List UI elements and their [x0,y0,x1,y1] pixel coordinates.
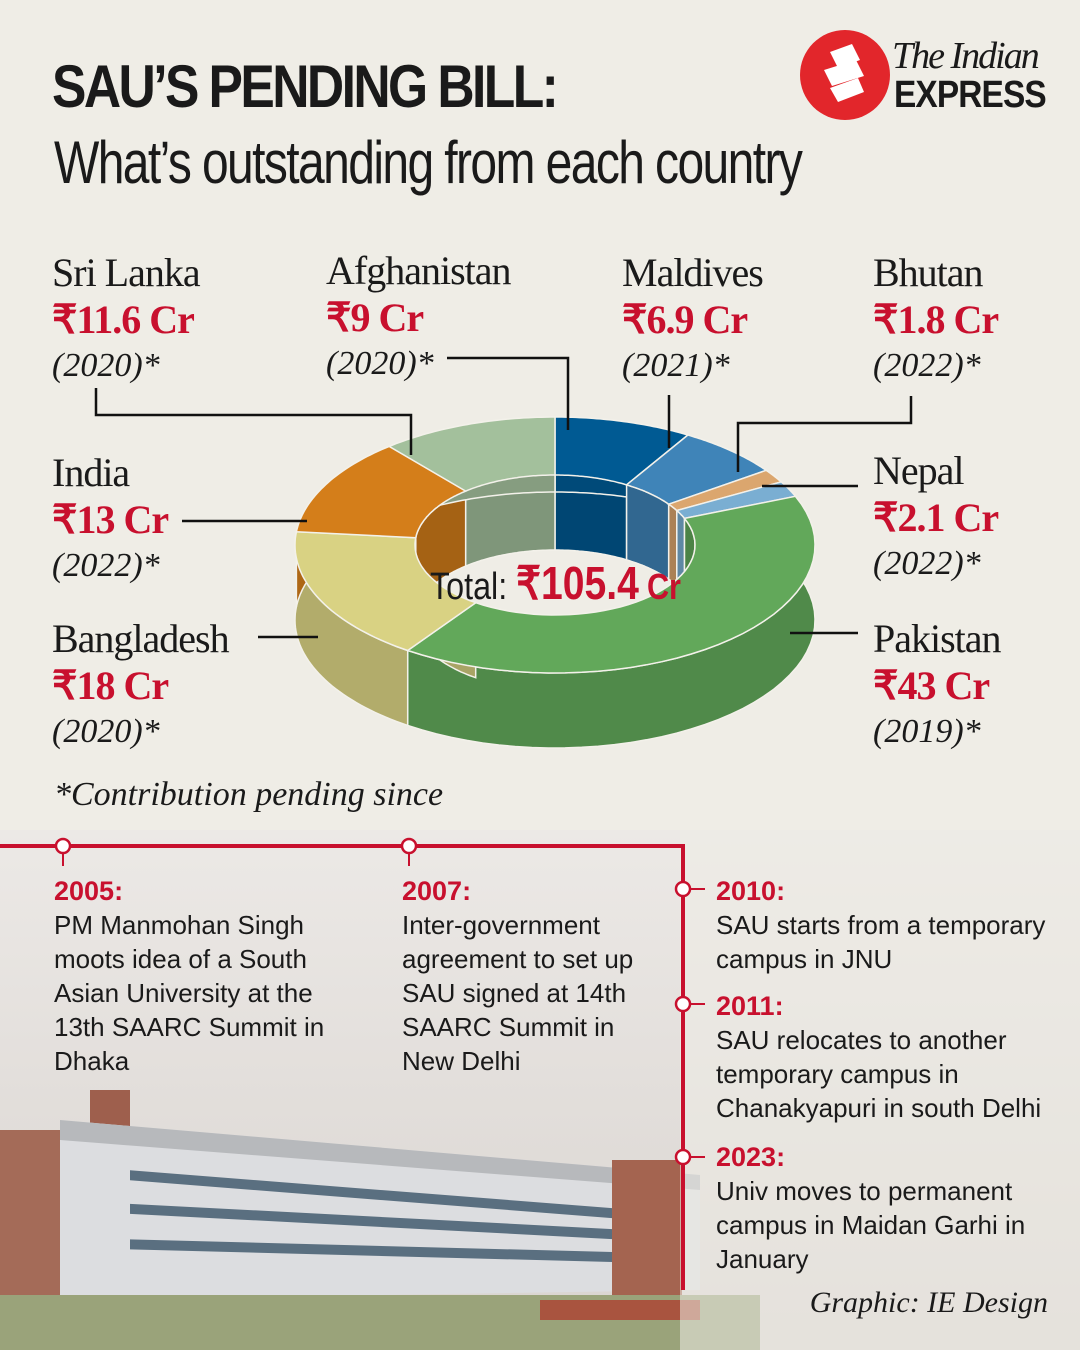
footnote: *Contribution pending since [54,776,444,813]
logo-mark-icon [800,30,890,120]
timeline-item-2010: 2010: SAU starts from a temporary campus … [716,876,1046,974]
title-line-2: What’s outstanding from each country [54,129,803,196]
label-nepal: Nepal ₹2.1 Cr (2022)* [873,448,999,582]
logo-text-top: The Indian [892,35,1040,77]
label-india: India ₹13 Cr (2022)* [52,450,169,584]
timeline-item-2005: 2005: PM Manmohan Singh moots idea of a S… [54,876,325,1076]
leader-sri-lanka [94,388,413,455]
indian-express-logo: The Indian EXPRESS [800,30,1060,120]
donut-slice-sri-lanka [387,416,556,492]
title-line-1: SAU’S PENDING BILL: [52,53,559,120]
leader-bhutan [736,396,913,472]
label-afghanistan: Afghanistan ₹9 Cr (2020)* [326,248,512,382]
timeline-item-2023: 2023: Univ moves to permanent campus in M… [716,1142,1026,1274]
label-pakistan: Pakistan ₹43 Cr (2019)* [873,616,1002,750]
timeline-item-2007: 2007: Inter-government agreement to set u… [402,876,634,1076]
label-bhutan: Bhutan ₹1.8 Cr (2022)* [873,250,999,384]
donut-chart [94,356,913,749]
leader-afghanistan [447,356,570,430]
label-bangladesh: Bangladesh ₹18 Cr (2020)* [52,616,230,750]
label-maldives: Maldives ₹6.9 Cr (2021)* [622,250,764,384]
timeline-item-2011: 2011: SAU relocates to another temporary … [716,991,1042,1123]
campus-building-photo [0,1090,760,1350]
logo-text-bottom: EXPRESS [894,74,1047,116]
leader-lines [94,356,913,639]
graphic-credit: Graphic: IE Design [809,1286,1048,1319]
label-sri-lanka: Sri Lanka ₹11.6 Cr (2020)* [52,250,201,384]
total-label: Total: ₹105.4 Cr [430,557,681,609]
